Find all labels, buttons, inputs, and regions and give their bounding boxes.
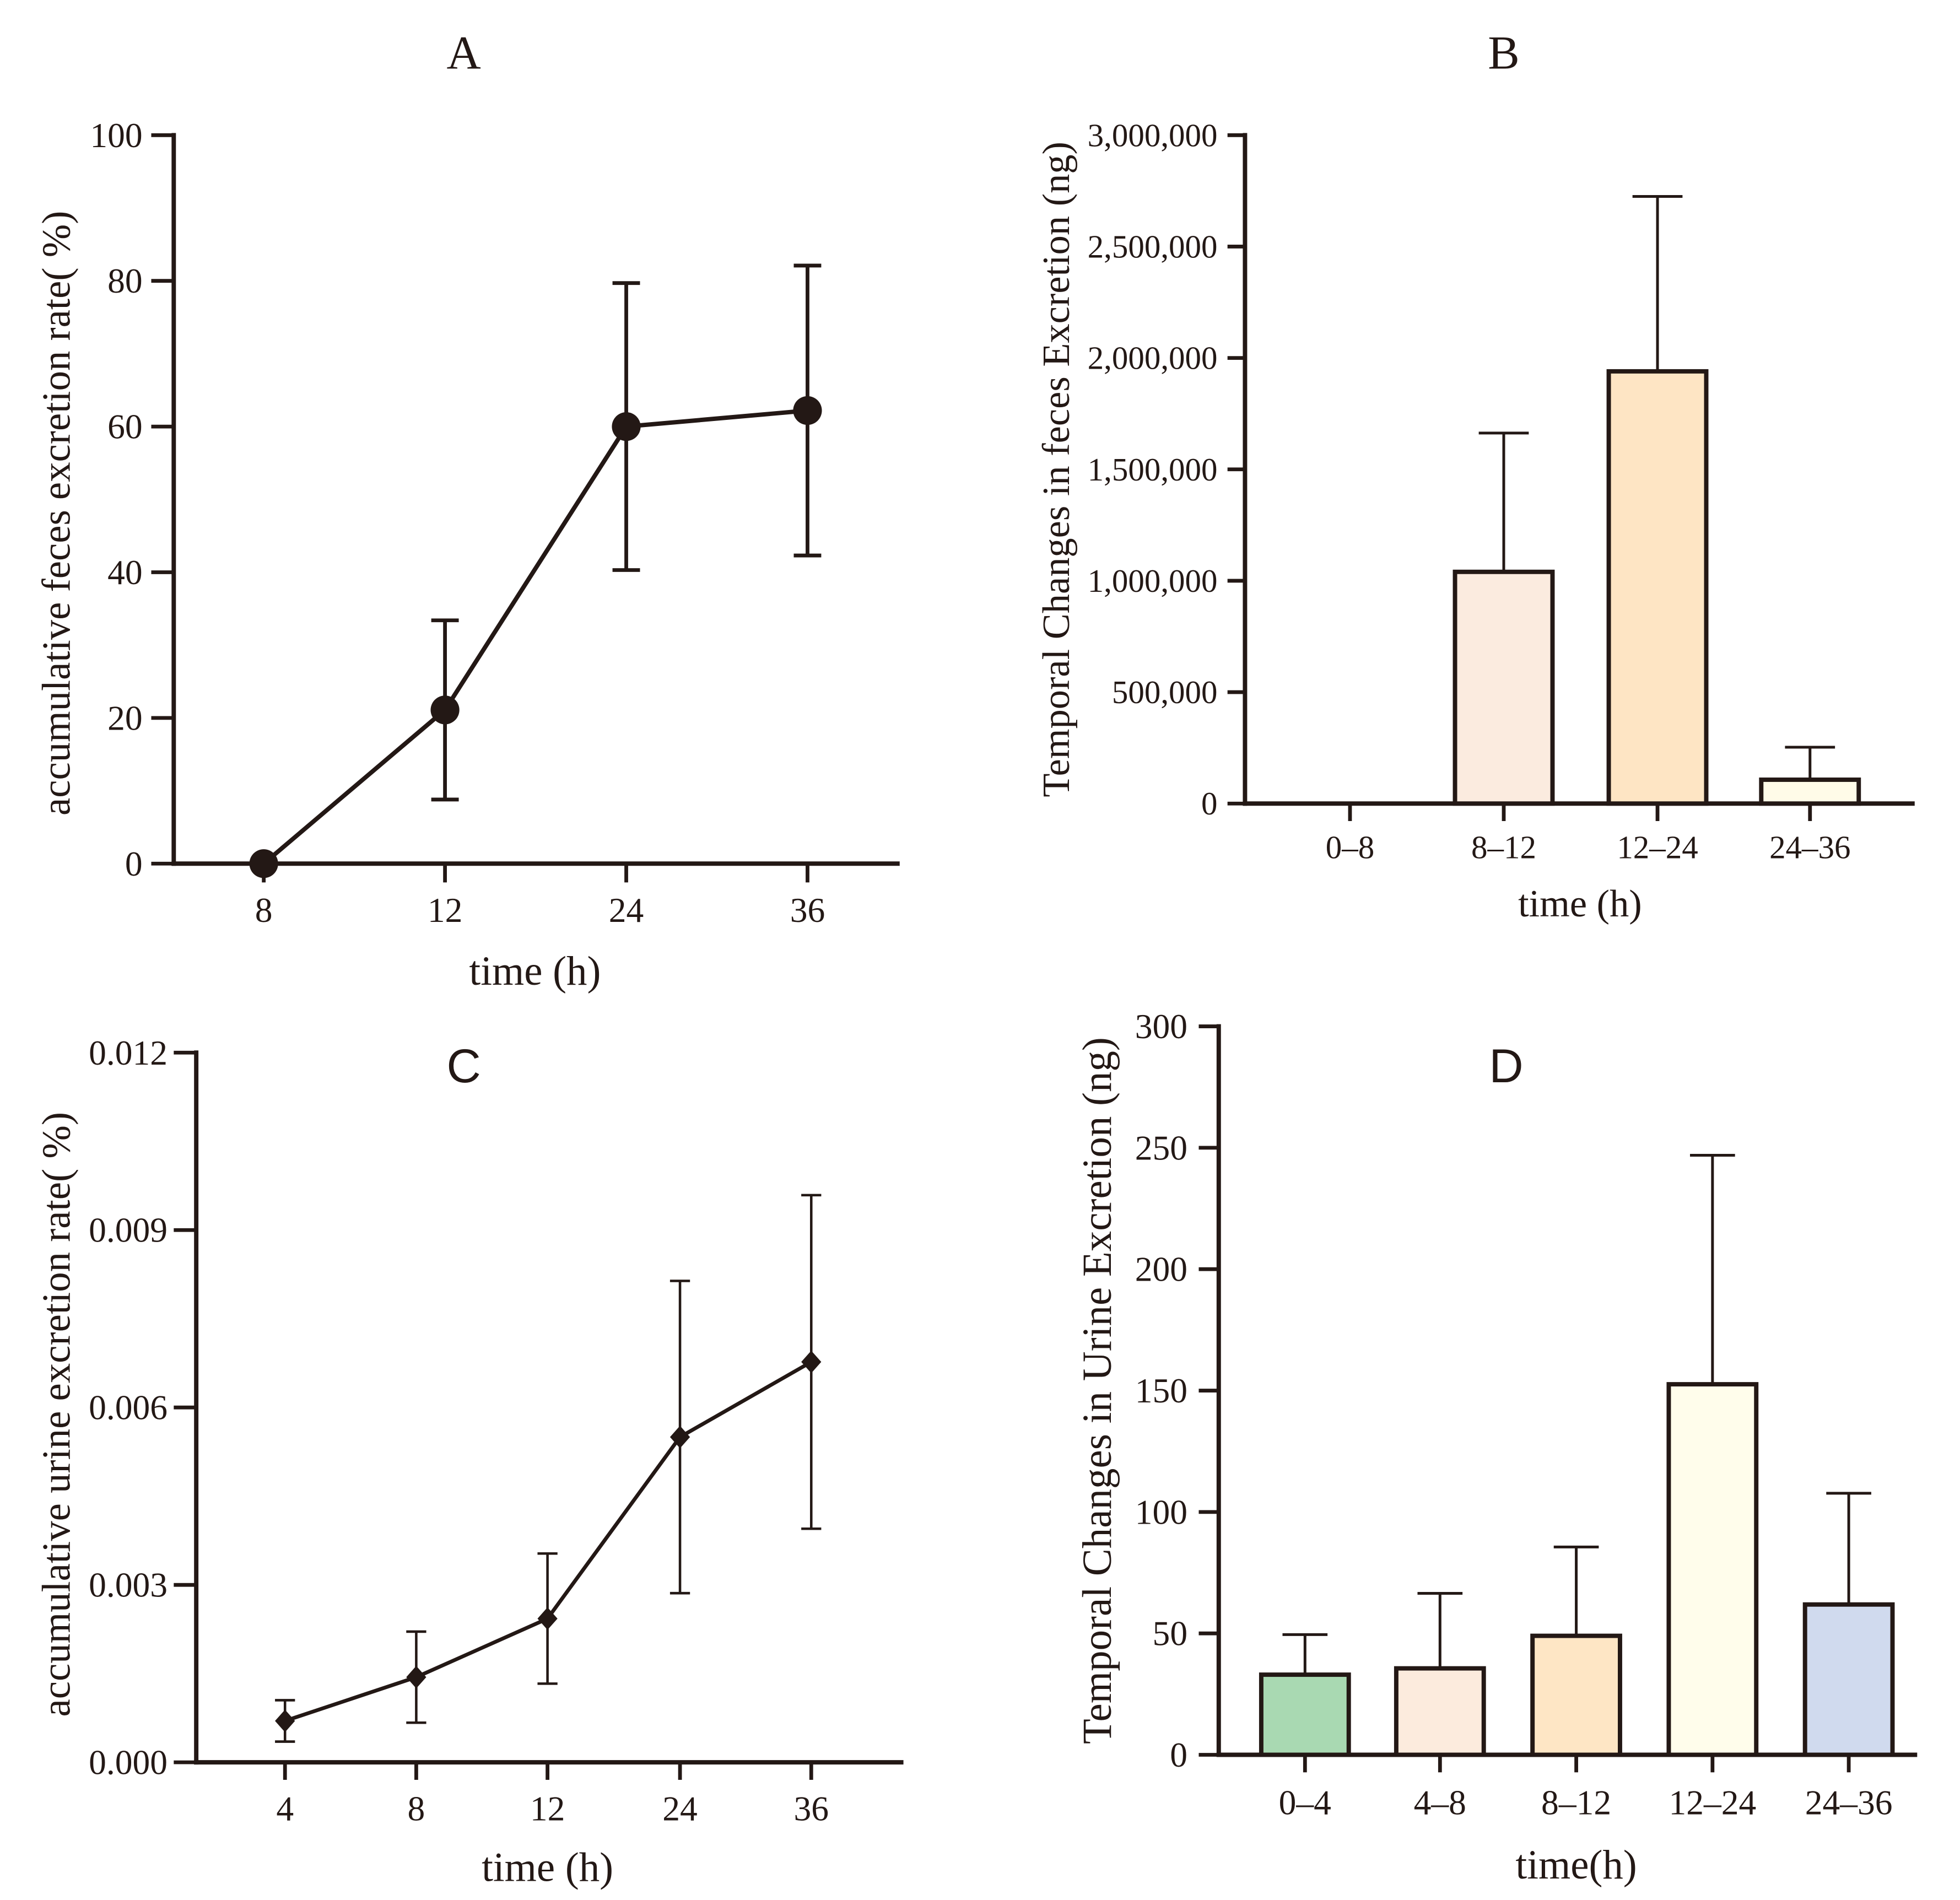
panel-b-title: B: [1488, 26, 1519, 79]
panel-c-y-tick-label: 0.003: [89, 1566, 168, 1605]
panel-a-x-tick-label: 36: [790, 890, 825, 930]
panel-a-data-point: [793, 396, 822, 425]
panel-d-bar: [1802, 1602, 1895, 1757]
panel-a-data-point: [430, 695, 460, 725]
panel-c-data-point: [275, 1709, 295, 1732]
panel-d-x-tick-label: 4–8: [1414, 1783, 1466, 1822]
panel-b-bar: [1453, 569, 1555, 806]
panel-b-y-tick-label: 2,000,000: [1088, 340, 1218, 376]
panel-b-y-tick-label: 2,500,000: [1088, 228, 1218, 265]
panel-b-x-tick-label: 12–24: [1617, 829, 1698, 866]
panel-c-x-tick-label: 24: [662, 1789, 698, 1828]
panel-c-x-tick-label: 36: [794, 1789, 829, 1828]
panel-c-x-axis-label: time (h): [482, 1844, 613, 1890]
panel-d-x-tick-label: 0–4: [1279, 1783, 1331, 1822]
panel-d-bar: [1666, 1382, 1759, 1757]
panel-a-data-point: [249, 849, 278, 878]
panel-a-y-tick-label: 80: [107, 261, 143, 300]
panel-d-bar: [1530, 1633, 1622, 1757]
panel-c-data-point: [537, 1607, 558, 1630]
panel-b-error-bar: [1785, 746, 1835, 780]
panel-a-x-tick-label: 8: [255, 890, 273, 930]
panel-d: D time(h) Temporal Changes in Urine Excr…: [1075, 1007, 1918, 1888]
panel-a-x-axis-label: time (h): [469, 948, 601, 994]
panel-d-y-axis-label: Temporal Changes in Urine Excretion (ng): [1075, 1037, 1120, 1744]
panel-d-error-bar: [1417, 1591, 1463, 1669]
panel-d-error-bar: [1282, 1633, 1328, 1675]
panel-d-title: D: [1489, 1040, 1523, 1093]
panel-a-data-point: [612, 412, 641, 441]
panel-a-y-tick-label: 40: [107, 553, 143, 592]
panel-b-bar: [1606, 369, 1709, 806]
panel-b-x-tick-label: 24–36: [1769, 829, 1850, 866]
panel-b-bar: [1759, 778, 1861, 806]
panel-c-data-point: [669, 1426, 690, 1449]
panel-b-y-tick-label: 1,000,000: [1088, 563, 1218, 599]
panel-c-data-point: [406, 1666, 426, 1689]
panel-b-x-tick-label: 0–8: [1326, 829, 1374, 866]
panel-c-y-axis-label: accumulative urine excretion rate( %): [34, 1112, 79, 1717]
panel-d-error-bar: [1690, 1154, 1735, 1385]
panel-d-y-tick-label: 200: [1135, 1250, 1187, 1289]
panel-c-data-point: [801, 1351, 822, 1374]
panel-a-y-axis-label: accumulative feces excretion rate( %): [34, 211, 79, 816]
panel-a-y-tick-label: 60: [107, 407, 143, 446]
panel-c-x-tick-label: 8: [408, 1789, 425, 1828]
panel-d-y-tick-label: 300: [1135, 1007, 1187, 1046]
panel-b-y-tick-label: 500,000: [1112, 674, 1218, 710]
panel-c-y-tick-label: 0.000: [89, 1743, 168, 1782]
panel-a-x-tick-label: 24: [609, 890, 644, 930]
panel-b-error-bar: [1478, 431, 1529, 572]
panel-d-bar: [1394, 1666, 1486, 1757]
panel-c-y-tick-label: 0.006: [89, 1388, 168, 1427]
panel-d-x-tick-label: 24–36: [1805, 1783, 1893, 1822]
panel-d-x-tick-label: 8–12: [1541, 1783, 1611, 1822]
panel-a-series-line: [262, 408, 808, 866]
panel-d-error-bar: [1553, 1545, 1599, 1636]
panel-a-y-tick-label: 20: [107, 698, 143, 737]
panel-c-x-tick-label: 12: [530, 1789, 565, 1828]
panel-b-error-bar: [1632, 195, 1683, 371]
panel-c: C time (h) accumulative urine excretion …: [34, 1033, 904, 1890]
panel-c-y-tick-label: 0.009: [89, 1211, 168, 1250]
panel-d-y-tick-label: 0: [1170, 1735, 1187, 1774]
panel-b-y-tick-label: 3,000,000: [1088, 117, 1218, 153]
panel-d-y-tick-label: 250: [1135, 1128, 1187, 1167]
panel-a: A time (h) accumulative feces excretion …: [34, 26, 900, 994]
panel-b-x-tick-label: 8–12: [1471, 829, 1536, 866]
panel-d-error-bar: [1826, 1492, 1871, 1605]
panel-d-x-axis-label: time(h): [1515, 1842, 1637, 1888]
panel-b-y-tick-label: 0: [1201, 785, 1217, 822]
panel-b-y-axis-label: Temporal Changes in feces Excretion (ng): [1035, 142, 1078, 797]
panel-d-x-tick-label: 12–24: [1669, 1783, 1756, 1822]
panel-c-title: C: [446, 1040, 480, 1093]
panel-b: B time (h) Temporal Changes in feces Exc…: [1035, 26, 1915, 925]
panel-b-x-axis-label: time (h): [1518, 882, 1642, 925]
panel-c-y-tick-label: 0.012: [89, 1033, 168, 1072]
panel-a-y-tick-label: 0: [125, 844, 143, 883]
panel-d-y-tick-label: 50: [1153, 1614, 1188, 1653]
panel-b-y-tick-label: 1,500,000: [1088, 451, 1218, 488]
panel-d-y-tick-label: 150: [1135, 1371, 1187, 1410]
panel-c-x-tick-label: 4: [276, 1789, 294, 1828]
panel-a-y-tick-label: 100: [90, 116, 142, 155]
panel-a-x-tick-label: 12: [428, 890, 463, 930]
panel-d-y-tick-label: 100: [1135, 1492, 1187, 1531]
panel-d-bar: [1259, 1672, 1351, 1757]
panel-a-title: A: [446, 26, 480, 79]
